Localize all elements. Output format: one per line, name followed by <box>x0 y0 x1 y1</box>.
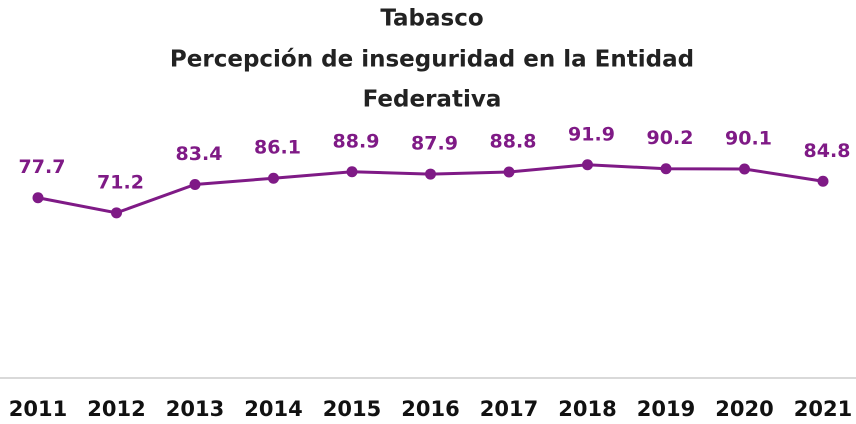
point <box>817 175 829 187</box>
x-tick-label: 2014 <box>244 397 302 421</box>
point <box>346 166 358 178</box>
x-tick-label: 2015 <box>323 397 381 421</box>
point <box>32 192 44 204</box>
point <box>503 166 515 178</box>
data-label: 88.9 <box>333 130 380 152</box>
point <box>268 172 279 184</box>
data-label: 77.7 <box>19 156 66 178</box>
point <box>739 163 750 175</box>
data-label: 84.8 <box>804 140 851 162</box>
data-label: 71.2 <box>97 171 144 193</box>
data-label: 86.1 <box>254 137 301 159</box>
data-label: 91.9 <box>568 123 615 145</box>
data-label: 90.1 <box>725 127 772 149</box>
x-tick-label: 2018 <box>558 397 616 421</box>
chart-subtitle: Federativa <box>363 87 502 113</box>
data-label: 83.4 <box>176 143 223 165</box>
point <box>111 207 122 219</box>
chart-subtitle: Percepción de inseguridad en la Entidad <box>170 47 694 73</box>
x-tick-label: 2020 <box>715 397 773 421</box>
x-tick-label: 2019 <box>637 397 695 421</box>
x-tick-label: 2021 <box>794 397 852 421</box>
x-tick-label: 2013 <box>166 397 224 421</box>
point <box>660 163 672 175</box>
x-tick-label: 2011 <box>9 397 67 421</box>
x-tick-label: 2016 <box>401 397 459 421</box>
x-tick-label: 2012 <box>87 397 145 421</box>
x-tick-label: 2017 <box>480 397 538 421</box>
data-label: 90.2 <box>647 127 694 149</box>
data-label: 87.9 <box>411 133 458 155</box>
point <box>582 159 593 171</box>
data-label: 88.8 <box>490 130 537 152</box>
point <box>425 168 436 180</box>
point <box>189 179 201 191</box>
chart-title: Tabasco <box>380 6 483 32</box>
